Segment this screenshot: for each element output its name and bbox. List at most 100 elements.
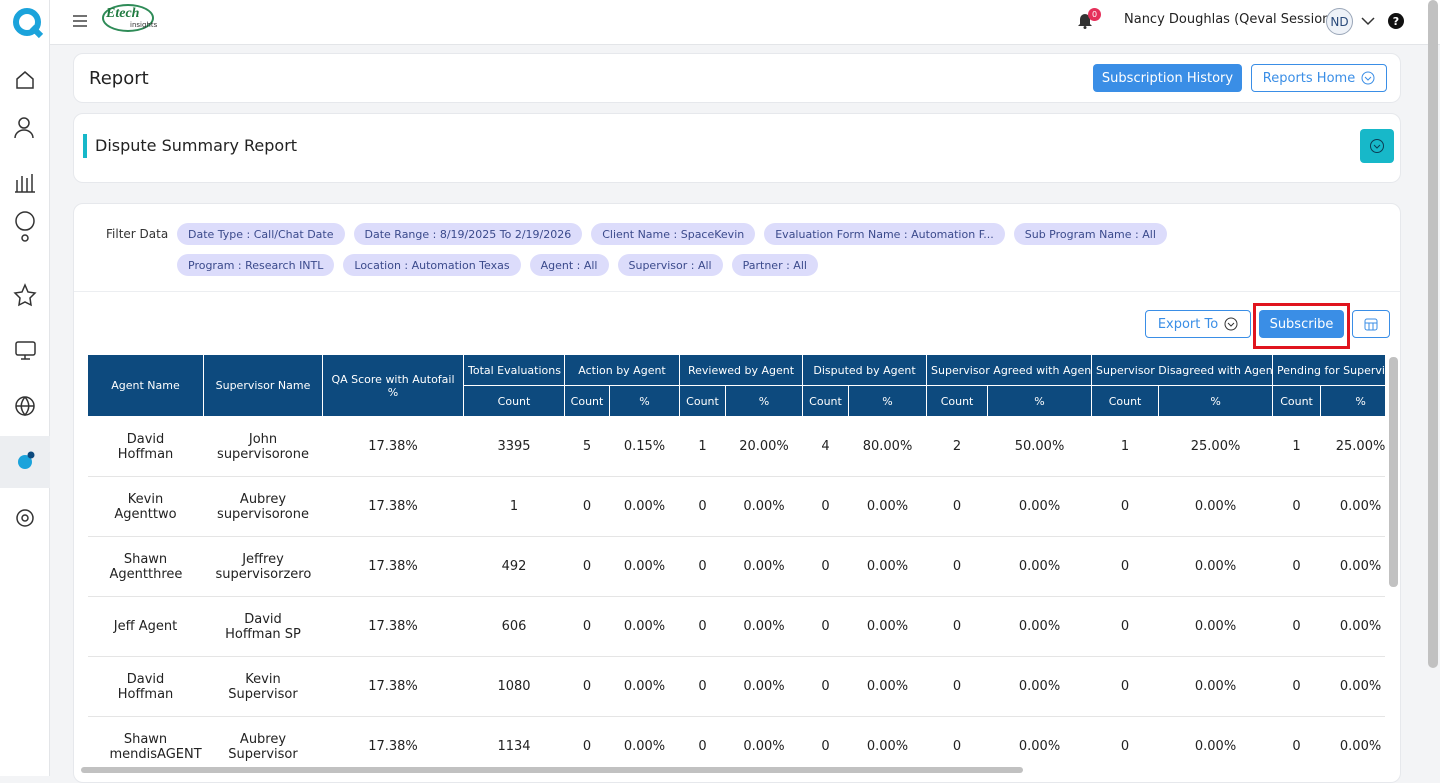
- table-cell: 0: [679, 716, 726, 767]
- nav-monitor[interactable]: [15, 341, 36, 356]
- table-row: Shawn Agentthree Jeffrey supervisorzero 17…: [87, 536, 1385, 597]
- layout-button[interactable]: [1352, 310, 1390, 338]
- table-cell: 0.00%: [725, 596, 803, 657]
- nav-users[interactable]: [18, 117, 30, 129]
- table-cell: 1: [1091, 416, 1159, 477]
- table-cell: 1134: [463, 716, 565, 767]
- table-cell: John supervisorone: [203, 416, 323, 477]
- table-cell: 0.00%: [848, 656, 927, 717]
- sub-header: %: [987, 385, 1093, 417]
- table-cell: 0: [1272, 536, 1321, 597]
- table-cell: 0: [564, 716, 610, 767]
- group-header: Action by Agent: [564, 354, 680, 386]
- table-cell: 0.00%: [725, 656, 803, 717]
- table-cell: 0: [926, 476, 988, 537]
- sub-header: %: [1158, 385, 1274, 417]
- table-cell: 0: [1272, 716, 1321, 767]
- table-cell: David Hoffman: [87, 416, 204, 477]
- table-h-scrollbar[interactable]: [81, 767, 1023, 773]
- table-cell: 0.00%: [848, 716, 927, 767]
- table-row: David Hoffman Kevin Supervisor 17.38% 1080 0…: [87, 656, 1385, 717]
- title-accent: [83, 134, 87, 158]
- table-cell: 0.00%: [848, 476, 927, 537]
- table-cell: 0: [802, 656, 849, 717]
- table-cell: 0: [1272, 656, 1321, 717]
- group-header: Disputed by Agent: [802, 354, 928, 386]
- table-cell: 0: [1091, 656, 1159, 717]
- reports-home-label: Reports Home: [1262, 70, 1356, 86]
- filter-chip: Partner : All: [731, 254, 818, 276]
- column-header: Agent Name: [87, 354, 204, 417]
- table-cell: 25.00%: [1320, 416, 1385, 477]
- table-cell: Kevin Supervisor: [203, 656, 323, 717]
- sub-header: Count: [802, 385, 850, 417]
- sub-header: %: [848, 385, 928, 417]
- table-cell: 1: [679, 416, 726, 477]
- grid-icon: [1364, 318, 1378, 330]
- table-cell: 0.00%: [987, 596, 1092, 657]
- highlight-box: [1253, 303, 1350, 349]
- table-cell: 0.00%: [609, 476, 680, 537]
- sidebar: [0, 0, 50, 776]
- sub-header: %: [1320, 385, 1385, 417]
- subscription-history-button[interactable]: Subscription History: [1093, 64, 1242, 92]
- table-cell: 0.00%: [987, 656, 1092, 717]
- table-cell: 5: [564, 416, 610, 477]
- export-button[interactable]: Export To: [1145, 310, 1251, 338]
- notification-badge: 0: [1088, 8, 1101, 21]
- filter-label: Filter Data: [106, 227, 169, 241]
- table-cell: 20.00%: [725, 416, 803, 477]
- table-head: Agent Name Supervisor Name QA Score with A…: [87, 354, 1385, 417]
- table-cell: 0: [679, 536, 726, 597]
- logo: Etech: [106, 6, 140, 21]
- filter-chip: Location : Automation Texas: [343, 254, 521, 276]
- table-cell: 0: [926, 716, 988, 767]
- table-row: Kevin Agenttwo Aubrey supervisorone 17.38%…: [87, 476, 1385, 537]
- group-header: Supervisor Agreed with Agent: [926, 354, 1093, 386]
- app-logo[interactable]: [12, 7, 44, 39]
- table-cell: 80.00%: [848, 416, 927, 477]
- nav-icons: [13, 71, 37, 527]
- sub-header: Count: [1272, 385, 1322, 417]
- header-row: Agent Name Supervisor Name QA Score with A…: [87, 354, 1385, 417]
- subheader-row: Count Count% Count% Count% Count% Count% Count…: [88, 385, 1385, 417]
- top-bar: Etech insights 0 Nancy Doughlas (Qeval S…: [0, 0, 1440, 45]
- table-cell: 0: [1091, 536, 1159, 597]
- help-icon[interactable]: ?: [1388, 13, 1404, 29]
- table-cell: 3395: [463, 416, 565, 477]
- table-cell: 25.00%: [1158, 416, 1273, 477]
- collapse-button[interactable]: [1360, 129, 1394, 163]
- page-scrollbar[interactable]: [1428, 0, 1438, 668]
- logo-ring: [102, 4, 154, 32]
- table-row: David Hoffman John supervisorone 17.38% 339…: [87, 416, 1385, 477]
- subscribe-button[interactable]: Subscribe: [1259, 310, 1344, 338]
- nav-location[interactable]: [15, 211, 35, 231]
- table-cell: 17.38%: [322, 656, 464, 717]
- table-cell: 0.00%: [987, 536, 1092, 597]
- nav-charts[interactable]: [15, 174, 35, 193]
- table-cell: 0.00%: [609, 596, 680, 657]
- user-chevron[interactable]: [1361, 17, 1375, 26]
- filter-chips: Date Type : Call/Chat Date Date Range : 8…: [177, 223, 1257, 276]
- table-cell: 0.00%: [1320, 716, 1385, 767]
- table-cell: 0.00%: [609, 656, 680, 717]
- table-cell: 0.00%: [1158, 476, 1273, 537]
- nav-star[interactable]: [13, 283, 37, 307]
- avatar[interactable]: ND: [1326, 8, 1353, 35]
- table-cell: 0.00%: [1158, 656, 1273, 717]
- table-cell: 0.00%: [609, 536, 680, 597]
- table-v-scrollbar[interactable]: [1389, 357, 1398, 587]
- group-header: Supervisor Disagreed with Agent: [1091, 354, 1274, 386]
- table-cell: 0.15%: [609, 416, 680, 477]
- table-cell: Aubrey Supervisor: [203, 716, 323, 767]
- nav-reports[interactable]: [18, 455, 32, 469]
- table-cell: 50.00%: [987, 416, 1092, 477]
- nav-settings[interactable]: [16, 509, 34, 527]
- report-table: Agent Name Supervisor Name QA Score with A…: [87, 354, 1385, 767]
- menu-icon[interactable]: [72, 14, 88, 28]
- reports-home-button[interactable]: Reports Home: [1251, 64, 1387, 92]
- table-cell: 0.00%: [1320, 656, 1385, 717]
- table-cell: 0.00%: [725, 476, 803, 537]
- nav-home[interactable]: [16, 71, 34, 89]
- table-cell: 0: [926, 596, 988, 657]
